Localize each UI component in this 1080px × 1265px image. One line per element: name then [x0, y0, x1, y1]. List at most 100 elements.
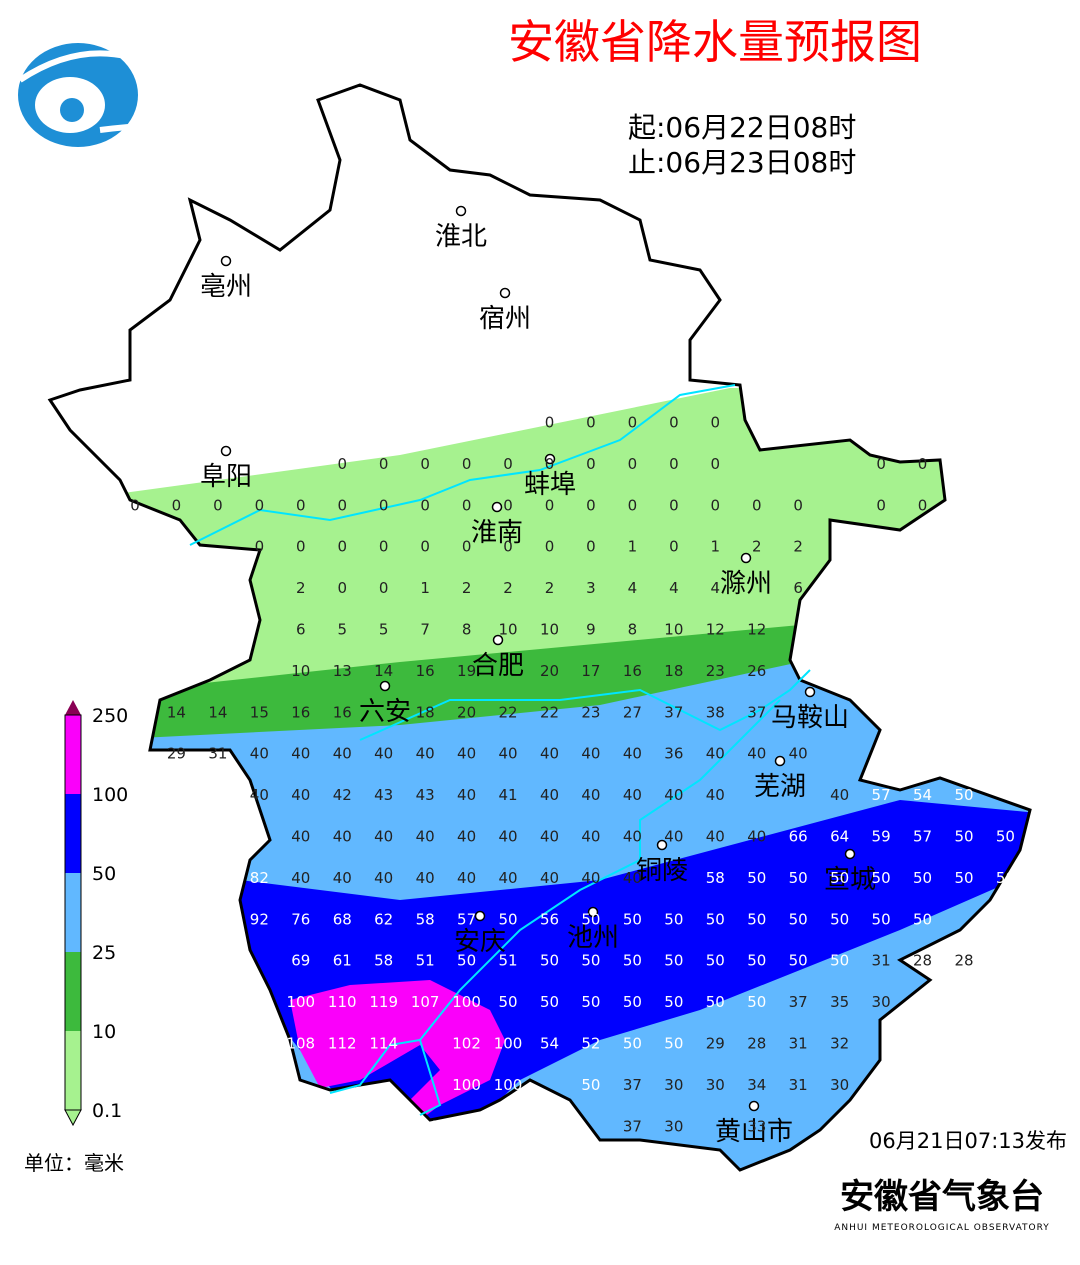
rain-value: 42: [333, 786, 352, 804]
rain-value: 40: [457, 828, 476, 846]
rain-value: 100: [494, 1076, 523, 1094]
rain-value: 0: [379, 538, 389, 556]
rain-value: 14: [374, 662, 393, 680]
rain-value: 40: [333, 828, 352, 846]
rain-value: 2: [462, 579, 472, 597]
rain-value: 10: [291, 662, 310, 680]
rain-value: 50: [706, 993, 725, 1011]
rain-value: 50: [664, 993, 683, 1011]
rain-value: 50: [664, 1035, 683, 1053]
rain-value: 119: [369, 993, 398, 1011]
rain-value: 30: [830, 1076, 849, 1094]
rain-value: 56: [540, 910, 559, 928]
rain-value: 40: [250, 786, 269, 804]
city-dot: [656, 839, 668, 851]
rain-value: 31: [789, 1076, 808, 1094]
rain-value: 16: [291, 703, 310, 721]
city-dot: [220, 255, 232, 267]
rain-value: 41: [499, 786, 518, 804]
rivers: [189, 384, 811, 1116]
rain-value: 2: [503, 579, 513, 597]
rain-value: 40: [540, 745, 559, 763]
rain-value: 50: [457, 952, 476, 970]
rain-value: 2: [793, 538, 803, 556]
rain-value: 50: [581, 1076, 600, 1094]
rain-value: 40: [789, 745, 808, 763]
rain-value: 0: [793, 496, 803, 514]
rain-value: 0: [876, 496, 886, 514]
rain-value: 40: [540, 869, 559, 887]
rain-value: 50: [623, 952, 642, 970]
agency-en: ANHUI METEOROLOGICAL OBSERVATORY: [834, 1223, 1050, 1233]
rain-value: 100: [452, 993, 481, 1011]
rain-value: 40: [581, 869, 600, 887]
rain-value: 40: [581, 745, 600, 763]
rain-value: 100: [494, 1035, 523, 1053]
rain-value: 43: [374, 786, 393, 804]
rain-value: 40: [416, 869, 435, 887]
rain-value: 40: [623, 869, 642, 887]
rain-value: 50: [581, 952, 600, 970]
rain-value: 0: [545, 496, 555, 514]
rain-value: 23: [706, 662, 725, 680]
rain-value: 2: [752, 538, 762, 556]
rain-value: 50: [623, 993, 642, 1011]
legend-label: 50: [92, 863, 116, 885]
rain-value: 110: [328, 993, 357, 1011]
rain-value: 52: [581, 1035, 600, 1053]
city-dot: [748, 1100, 760, 1112]
agency: 安徽省气象台: [840, 1177, 1044, 1217]
rain-value: 31: [789, 1035, 808, 1053]
rain-value: 50: [789, 952, 808, 970]
rain-value: 0: [296, 496, 306, 514]
rain-value: 5: [379, 621, 389, 639]
rain-value: 51: [499, 952, 518, 970]
rain-value: 40: [623, 786, 642, 804]
rain-value: 50: [996, 828, 1015, 846]
rain-value: 50: [954, 786, 973, 804]
rain-value: 43: [416, 786, 435, 804]
city-name: 芜湖: [754, 772, 806, 802]
rain-value: 28: [954, 952, 973, 970]
rain-value: 0: [586, 538, 596, 556]
rain-value: 0: [379, 579, 389, 597]
rain-value: 0: [379, 455, 389, 473]
city-name: 宣城: [824, 865, 876, 895]
rain-value: 66: [789, 828, 808, 846]
unit: 单位：毫米: [24, 1151, 124, 1175]
rain-value: 54: [540, 1035, 559, 1053]
rain-value: 50: [706, 952, 725, 970]
rain-value: 50: [789, 869, 808, 887]
rain-value: 33: [747, 1117, 766, 1135]
rain-value: 58: [706, 869, 725, 887]
rain-value: 50: [954, 869, 973, 887]
rain-value: 0: [503, 455, 513, 473]
rain-value: 50: [664, 952, 683, 970]
rain-value: 50: [747, 869, 766, 887]
rain-value: 23: [581, 703, 600, 721]
rain-value: 0: [669, 455, 679, 473]
rain-value: 37: [623, 1076, 642, 1094]
rain-value: 4: [669, 579, 679, 597]
rain-value: 0: [337, 579, 347, 597]
rain-value: 50: [747, 910, 766, 928]
rain-value: 0: [586, 496, 596, 514]
rain-value: 0: [462, 538, 472, 556]
rain-value: 4: [628, 579, 638, 597]
rain-value: 40: [374, 869, 393, 887]
logo: [18, 43, 171, 147]
rain-value: 58: [416, 910, 435, 928]
rain-value: 0: [628, 496, 638, 514]
rain-value: 38: [706, 703, 725, 721]
rain-value: 0: [462, 455, 472, 473]
rain-value: 30: [664, 1117, 683, 1135]
rain-value: 35: [830, 993, 849, 1011]
rain-value: 1: [711, 538, 721, 556]
rain-value: 29: [706, 1035, 725, 1053]
rain-value: 50: [623, 1035, 642, 1053]
rain-value: 50: [954, 828, 973, 846]
rain-value: 29: [167, 745, 186, 763]
rain-value: 0: [503, 538, 513, 556]
rain-value: 40: [623, 745, 642, 763]
